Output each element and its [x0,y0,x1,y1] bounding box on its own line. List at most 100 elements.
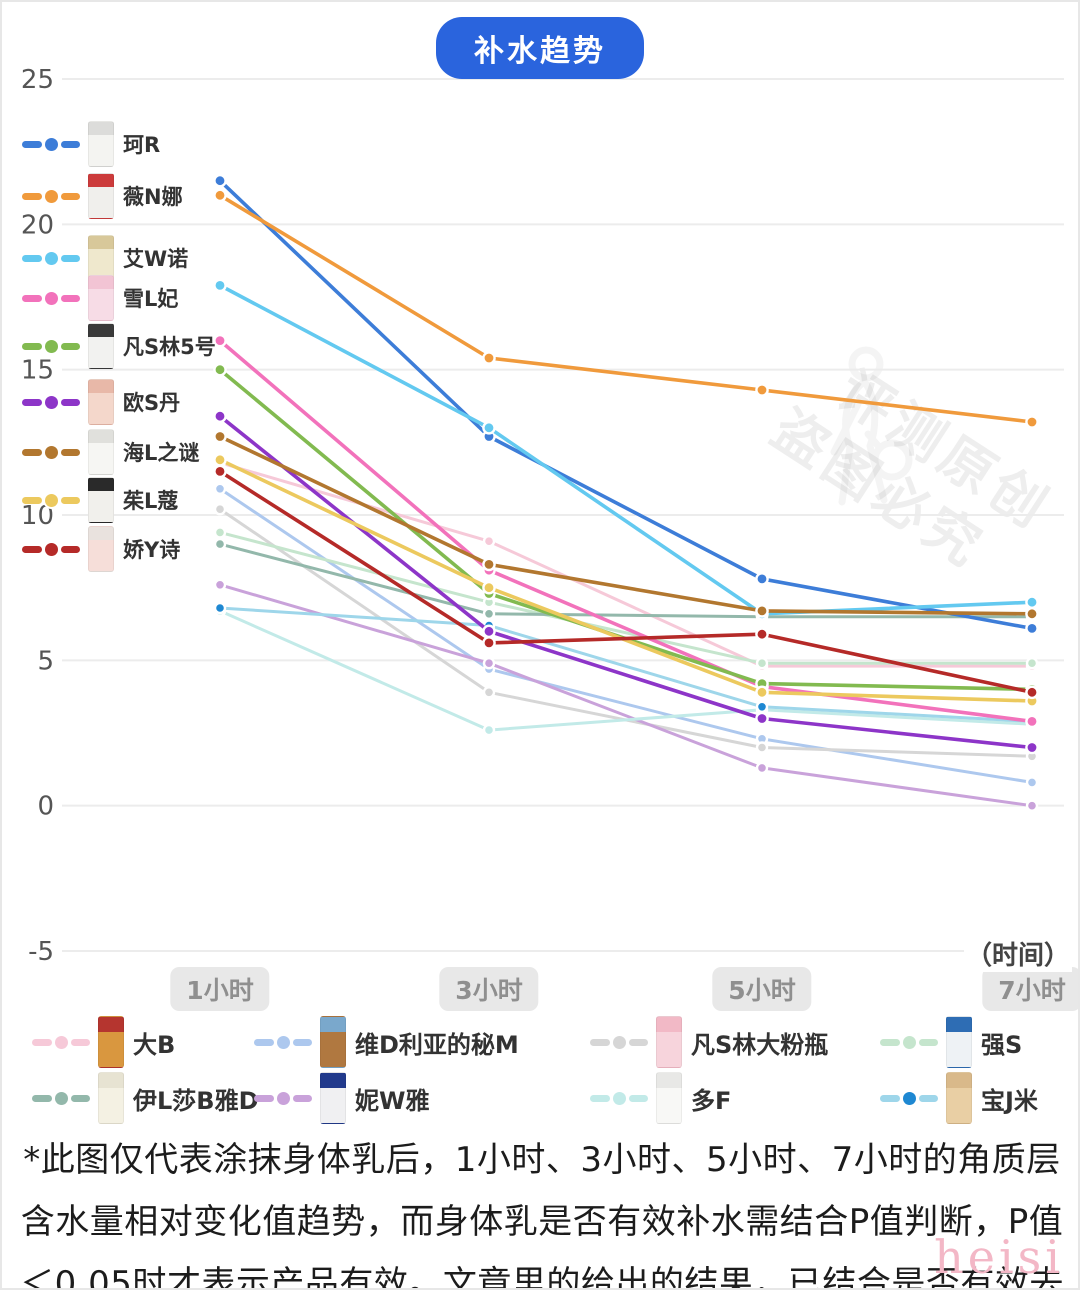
data-point [755,383,769,397]
product-image [88,121,114,167]
legend-marker [254,1035,312,1049]
data-point [1025,799,1039,812]
data-point [213,601,227,615]
data-point [213,409,227,424]
legend-label: 雪L妃 [123,287,179,311]
y-tick-label: 15 [21,356,54,386]
data-point [482,557,496,572]
series-line-宝J米 [218,606,1034,723]
legend-item-伊L莎B雅D: 伊L莎B雅D [32,1070,259,1126]
data-point [755,685,769,700]
data-point [213,278,227,293]
data-point [482,580,496,595]
series-line-薇N娜 [218,193,1034,424]
legend-marker [22,542,80,556]
legend-label: 薇N娜 [123,185,183,209]
legend-item-大B: 大B [32,1014,175,1070]
legend-item-茱L蔻: 茱L蔻 [22,476,178,524]
data-point [482,535,496,548]
footnote: *此图仅代表涂抹身体乳后，1小时、3小时、5小时、7小时的角质层含水量相对变化值… [20,1140,1064,1290]
product-image [320,1016,346,1068]
legend-marker [22,445,80,459]
data-point [213,173,227,188]
series-line-海L之谜 [218,434,1034,616]
y-tick-label: 5 [37,646,54,676]
product-image [98,1072,124,1124]
series-line-妮W雅 [218,583,1034,808]
product-image [88,173,114,219]
legend-label: 娇Y诗 [123,538,181,562]
legend-marker [254,1091,312,1105]
product-image [98,1016,124,1068]
product-image [656,1016,682,1068]
legend-item-艾W诺: 艾W诺 [22,234,188,282]
product-image [656,1072,682,1124]
data-point [482,624,496,639]
data-point [213,362,227,377]
data-point [213,188,227,203]
legend-label: 茱L蔻 [123,489,179,513]
data-point [1025,415,1039,429]
legend-label: 维D利亚的秘M [355,1030,519,1059]
legend-marker [22,339,80,353]
data-point [482,636,496,650]
legend-item-娇Y诗: 娇Y诗 [22,525,180,573]
data-point [213,464,227,479]
legend-item-妮W雅: 妮W雅 [254,1070,429,1126]
data-point [482,657,496,670]
data-point [755,627,769,642]
legend-label: 大B [133,1030,176,1059]
product-image [320,1072,346,1124]
y-tick-label: 20 [21,210,54,240]
data-point [1025,595,1039,610]
product-image [88,429,114,475]
legend-label: 凡S林5号 [123,335,216,359]
data-point [482,686,496,699]
x-tick-pill: 3小时 [439,967,539,1011]
legend-item-欧S丹: 欧S丹 [22,378,180,426]
data-point [755,761,769,775]
product-image [946,1016,972,1068]
data-point [213,526,227,539]
series-line-珂R [218,178,1034,631]
data-point [482,723,496,737]
y-tick-label: -5 [28,937,54,967]
legend-item-海L之谜: 海L之谜 [22,428,199,476]
legend-item-雪L妃: 雪L妃 [22,274,178,322]
legend-label: 艾W诺 [123,247,189,271]
series-line-伊L莎B雅D [218,542,1034,619]
legend-marker [880,1035,938,1049]
data-point [213,503,227,516]
x-axis-unit-label: （时间） [963,935,1072,972]
data-point [755,700,769,713]
series-line-维D利亚的秘M [218,487,1034,784]
data-point [755,711,769,726]
legend-item-薇N娜: 薇N娜 [22,172,183,220]
series-line-娇Y诗 [218,469,1034,695]
legend-item-强S: 强S [880,1014,1022,1070]
data-point [1025,714,1039,729]
product-image [88,526,114,572]
data-point [1025,685,1039,700]
legend-item-珂R: 珂R [22,120,160,168]
data-point [1025,776,1039,789]
data-point [1025,657,1039,670]
product-image [88,323,114,369]
data-point [755,657,769,670]
data-point [755,741,769,754]
legend-label: 宝J米 [981,1086,1038,1115]
legend-label: 海L之谜 [123,441,200,465]
legend-label: 强S [981,1030,1023,1059]
series-line-强S [218,530,1034,665]
legend-item-宝J米: 宝J米 [880,1070,1038,1126]
data-point [482,607,496,620]
x-tick-pill: 1小时 [170,967,270,1011]
y-tick-label: 25 [21,65,54,95]
data-point [1025,740,1039,755]
legend-marker [32,1091,90,1105]
legend-label: 多F [691,1086,732,1115]
legend-marker [22,291,80,305]
series-line-艾W诺 [218,283,1034,616]
